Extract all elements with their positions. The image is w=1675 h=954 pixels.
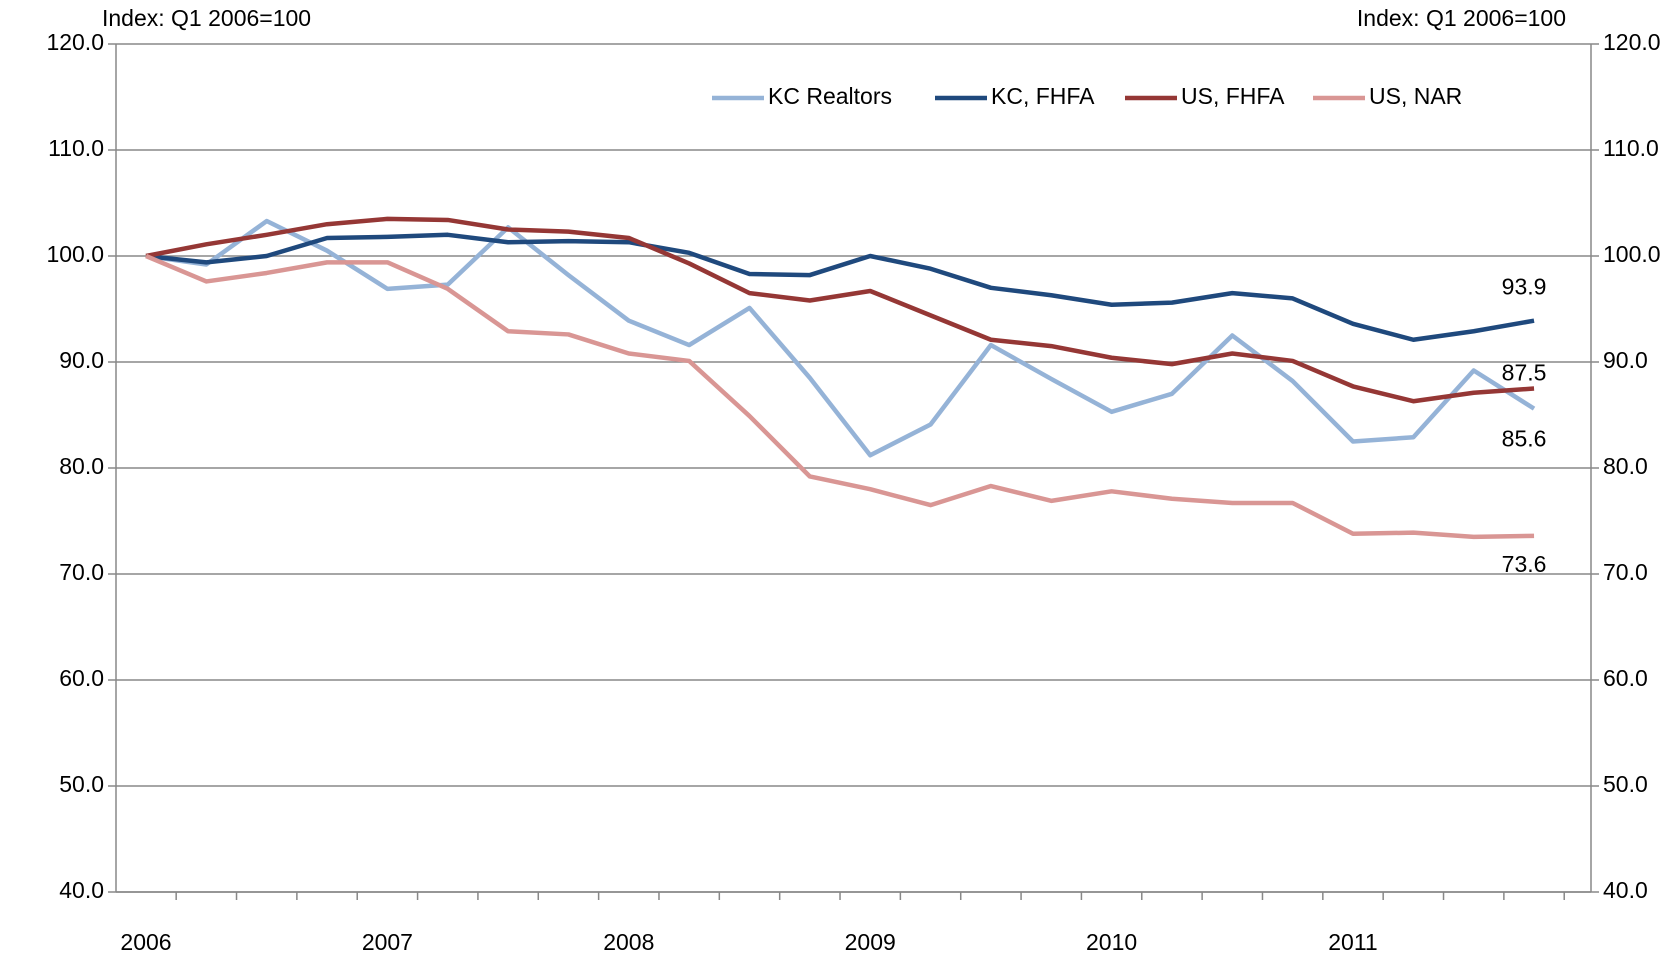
y2-tick-label: 40.0 xyxy=(1603,877,1648,903)
y-tick-label: 120.0 xyxy=(46,29,104,55)
y2-tick-label: 120.0 xyxy=(1603,29,1661,55)
series-line xyxy=(145,216,1535,404)
y-tick-label: 60.0 xyxy=(59,665,104,691)
end-value-label: 85.6 xyxy=(1502,426,1547,452)
end-value-label: 73.6 xyxy=(1502,551,1547,577)
series-line xyxy=(145,232,1535,342)
x-tick-label: 2006 xyxy=(120,929,171,954)
y2-tick-label: 80.0 xyxy=(1603,453,1648,479)
x-tick-label: 2010 xyxy=(1086,929,1137,954)
x-tick-label: 2009 xyxy=(845,929,896,954)
y-tick-label: 110.0 xyxy=(48,135,104,161)
y-tick-label: 40.0 xyxy=(59,877,104,903)
end-value-label: 87.5 xyxy=(1502,360,1547,386)
y2-axis-label: Index: Q1 2006=100 xyxy=(1357,5,1566,31)
y-tick-label: 70.0 xyxy=(59,559,104,585)
y-tick-label: 90.0 xyxy=(59,347,104,373)
legend-label: KC Realtors xyxy=(768,83,892,109)
x-tick-label: 2011 xyxy=(1328,929,1377,954)
series-line xyxy=(145,218,1536,458)
y-axis-label: Index: Q1 2006=100 xyxy=(102,5,311,31)
legend-label: US, FHFA xyxy=(1181,83,1285,109)
end-value-label: 93.9 xyxy=(1502,274,1547,300)
series-line xyxy=(145,253,1535,540)
y2-tick-label: 100.0 xyxy=(1603,241,1661,267)
legend-label: KC, FHFA xyxy=(991,83,1095,109)
y-tick-label: 80.0 xyxy=(59,453,104,479)
x-tick-label: 2008 xyxy=(603,929,654,954)
y2-tick-label: 110.0 xyxy=(1603,135,1659,161)
y2-tick-label: 50.0 xyxy=(1603,771,1648,797)
y-tick-label: 100.0 xyxy=(46,241,104,267)
y2-tick-label: 90.0 xyxy=(1603,347,1648,373)
legend-label: US, NAR xyxy=(1369,83,1462,109)
y2-tick-label: 60.0 xyxy=(1603,665,1648,691)
x-tick-label: 2007 xyxy=(362,929,413,954)
y-tick-label: 50.0 xyxy=(59,771,104,797)
y2-tick-label: 70.0 xyxy=(1603,559,1648,585)
